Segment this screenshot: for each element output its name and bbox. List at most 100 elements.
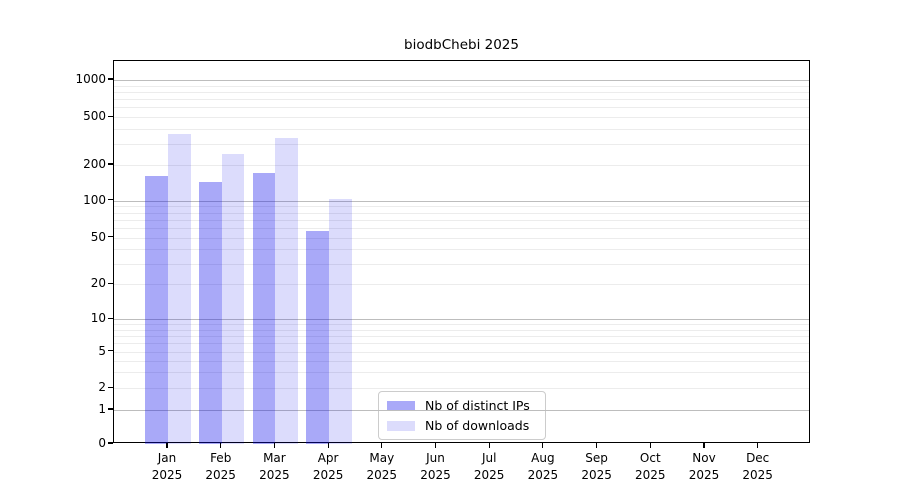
x-tick-month: Aug	[531, 451, 555, 465]
y-tick-label: 100	[83, 192, 106, 207]
gridline-major	[114, 319, 809, 321]
x-tick-month: Oct	[639, 451, 661, 465]
x-tick-mark	[488, 443, 490, 448]
gridline-minor	[114, 165, 809, 166]
gridline-major	[114, 200, 809, 202]
gridline-major	[114, 410, 809, 411]
x-tick-mark	[542, 443, 544, 448]
gridline-minor	[114, 117, 809, 119]
x-tick-label: Apr 2025	[300, 450, 356, 483]
x-tick-label: Aug 2025	[515, 450, 571, 483]
x-tick-label: May 2025	[354, 450, 410, 483]
x-tick-month: Feb	[210, 451, 232, 465]
y-tick-mark	[108, 163, 113, 165]
x-tick-year: 2025	[366, 467, 398, 482]
y-tick-label: 500	[83, 109, 106, 124]
bar-downloads-mar	[275, 137, 299, 444]
x-tick-label: Sep 2025	[569, 450, 625, 483]
x-tick-label: Mar 2025	[246, 450, 302, 483]
y-tick-label: 0	[98, 436, 106, 450]
legend-item-downloads: Nb of downloads	[387, 418, 537, 433]
bar-downloads-jan	[168, 134, 191, 444]
x-tick-year: 2025	[473, 467, 505, 482]
bar-distinct-ips-feb	[198, 182, 222, 444]
x-tick-mark	[327, 443, 329, 448]
y-tick-label: 10	[90, 311, 106, 326]
gridline-minor	[114, 343, 809, 345]
x-tick-month: Apr	[317, 451, 339, 465]
x-tick-month: Jan	[157, 451, 177, 465]
x-tick-mark	[596, 443, 598, 448]
gridline-minor	[114, 237, 809, 239]
legend-item-distinct-ips: Nb of distinct IPs	[387, 398, 537, 413]
y-tick-mark	[108, 199, 113, 201]
x-tick-year: 2025	[688, 467, 720, 482]
x-tick-label: Nov 2025	[676, 450, 732, 483]
gridline-minor	[114, 212, 809, 214]
x-tick-month: May	[369, 451, 395, 465]
gridline-minor	[114, 107, 809, 109]
gridline-minor	[114, 143, 809, 145]
legend-swatch-distinct-ips	[387, 400, 415, 411]
gridline-minor	[114, 351, 809, 353]
x-tick-year: 2025	[527, 467, 559, 482]
legend-label-downloads: Nb of downloads	[425, 418, 530, 433]
bar-downloads-feb	[221, 154, 245, 444]
y-tick-mark	[108, 408, 113, 410]
plot-area: Nb of distinct IPs Nb of downloads	[113, 60, 810, 444]
gridline-minor	[114, 227, 809, 229]
x-tick-label: Jun 2025	[408, 450, 464, 483]
gridline-minor	[114, 329, 809, 331]
y-tick-label: 200	[83, 157, 106, 171]
gridline-minor	[114, 99, 809, 101]
bar-distinct-ips-apr	[306, 230, 330, 444]
gridline-minor	[114, 92, 809, 93]
gridline-minor	[114, 284, 809, 286]
bar-downloads-apr	[329, 198, 352, 444]
x-tick-mark	[273, 443, 275, 448]
x-tick-year: 2025	[151, 467, 183, 482]
x-tick-month: Sep	[585, 451, 608, 465]
x-tick-mark	[757, 443, 759, 448]
y-tick-mark	[108, 78, 113, 80]
x-tick-mark	[381, 443, 383, 448]
bar-distinct-ips-jan	[145, 176, 168, 444]
x-tick-month: Mar	[263, 451, 286, 465]
y-tick-label: 1	[98, 402, 106, 416]
gridline-minor	[114, 335, 809, 337]
x-tick-month: Jul	[481, 451, 497, 465]
legend-label-distinct-ips: Nb of distinct IPs	[425, 398, 530, 413]
x-tick-label: Oct 2025	[622, 450, 678, 483]
gridline-minor	[114, 219, 809, 221]
chart-title: biodbChebi 2025	[404, 37, 519, 53]
gridline-minor	[114, 206, 809, 208]
x-tick-label: Jan 2025	[139, 450, 195, 483]
x-tick-mark	[703, 443, 705, 448]
x-tick-mark	[166, 443, 168, 448]
gridline-minor	[114, 372, 809, 374]
y-tick-mark	[108, 386, 113, 388]
x-tick-label: Jul 2025	[461, 450, 517, 483]
gridline-minor	[114, 263, 809, 265]
y-tick-mark	[108, 115, 113, 117]
gridline-minor	[114, 360, 809, 362]
gridline-major	[114, 80, 809, 81]
x-tick-year: 2025	[259, 467, 290, 482]
y-tick-label: 5	[98, 343, 106, 358]
y-tick-label: 50	[90, 229, 106, 244]
x-tick-month: Dec	[746, 451, 770, 465]
legend: Nb of distinct IPs Nb of downloads	[378, 391, 546, 440]
y-tick-label: 1000	[75, 72, 106, 86]
x-tick-year: 2025	[635, 467, 666, 482]
x-tick-mark	[649, 443, 651, 448]
gridline-minor	[114, 324, 809, 326]
gridline-minor	[114, 128, 809, 130]
bar-distinct-ips-mar	[252, 173, 276, 444]
y-tick-label: 20	[90, 276, 106, 291]
x-tick-year: 2025	[581, 467, 612, 482]
gridline-minor	[114, 85, 809, 87]
x-tick-month: Nov	[692, 451, 716, 465]
x-tick-label: Dec 2025	[730, 450, 786, 483]
y-tick-mark	[108, 442, 113, 444]
